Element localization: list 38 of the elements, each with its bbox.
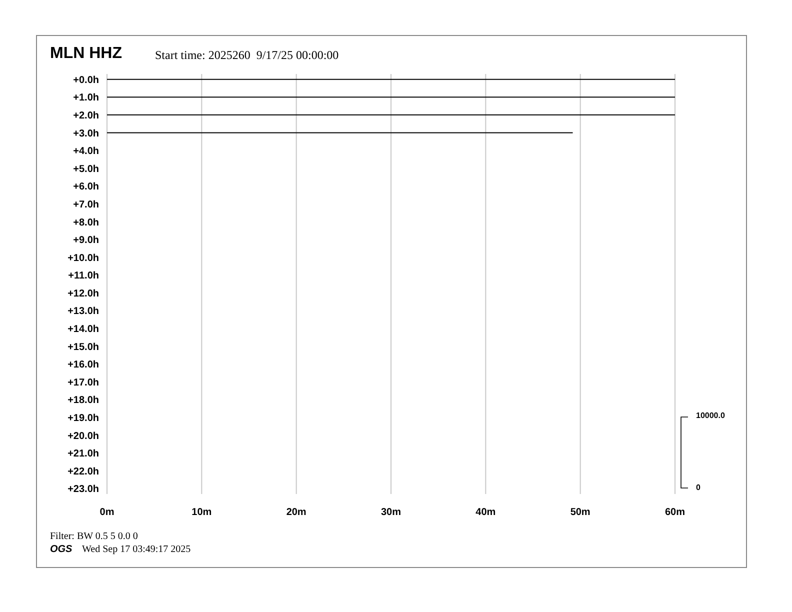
x-tick-label: 60m: [664, 507, 686, 518]
y-tick-label: +22.0h: [68, 466, 99, 478]
y-tick-label: +18.0h: [68, 395, 99, 406]
y-tick-label: +23.0h: [68, 484, 99, 496]
y-tick-label: +11.0h: [68, 270, 99, 282]
y-tick-label: +3.0h: [73, 128, 99, 140]
y-tick-label: +6.0h: [73, 182, 99, 193]
y-tick-label: +10.0h: [68, 252, 99, 264]
y-tick-label: +4.0h: [73, 146, 99, 158]
x-tick-label: 50m: [570, 507, 590, 518]
x-tick-label: 30m: [380, 507, 402, 518]
y-tick-label: +12.0h: [68, 288, 99, 300]
y-tick-label: +9.0h: [73, 235, 99, 246]
y-tick-label: +21.0h: [68, 448, 99, 460]
y-tick-label: +2.0h: [73, 110, 99, 122]
x-tick-label: 20m: [286, 507, 306, 518]
text: 10000.0: [696, 411, 725, 420]
y-tick-label: +14.0h: [68, 324, 99, 336]
x-tick-label: 10m: [192, 507, 212, 518]
text: 0: [696, 483, 700, 492]
chart-title: MLN HHZ: [50, 45, 122, 63]
y-tick-label: +13.0h: [68, 306, 99, 318]
y-tick-label: +5.0h: [73, 164, 99, 175]
y-tick-label: +16.0h: [68, 360, 99, 371]
text: Wed Sep 17 03:49:17 2025: [82, 544, 191, 555]
y-tick-label: +0.0h: [73, 74, 99, 86]
text: Filter: BW 0.5 5 0.0 0: [50, 531, 138, 542]
y-tick-label: +19.0h: [68, 413, 99, 424]
y-tick-label: +8.0h: [73, 217, 99, 228]
x-tick-label: 0m: [100, 507, 114, 518]
y-tick-label: +7.0h: [73, 199, 99, 210]
y-tick-label: +17.0h: [68, 377, 99, 388]
x-tick-label: 40m: [476, 507, 496, 518]
y-tick-label: +15.0h: [68, 342, 99, 353]
y-tick-label: +1.0h: [73, 92, 99, 104]
chart-subtitle: Start time: 2025260 9/17/25 00:00:00: [155, 48, 339, 63]
y-tick-label: +20.0h: [68, 430, 99, 442]
text: OGS: [50, 544, 72, 555]
